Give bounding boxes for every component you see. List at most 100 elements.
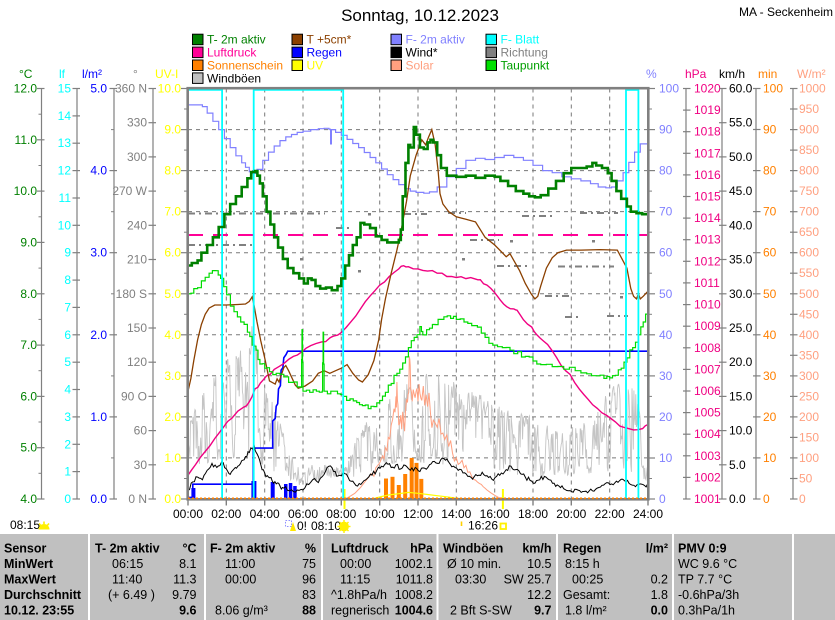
svg-text:2.0: 2.0 — [90, 328, 107, 342]
svg-text:300: 300 — [799, 369, 819, 383]
svg-text:88: 88 — [302, 604, 316, 618]
svg-text:6.0: 6.0 — [164, 246, 181, 260]
svg-text:1004: 1004 — [694, 427, 721, 441]
svg-text:11.3: 11.3 — [173, 573, 196, 587]
svg-text:11:15: 11:15 — [340, 573, 370, 587]
svg-text:km/h: km/h — [522, 542, 551, 556]
svg-text:900: 900 — [799, 123, 819, 137]
svg-text:600: 600 — [799, 246, 819, 260]
svg-text:75: 75 — [302, 557, 316, 571]
svg-text:0.2: 0.2 — [651, 573, 668, 587]
svg-text:10.0: 10.0 — [14, 184, 38, 198]
svg-text:1018: 1018 — [694, 125, 721, 139]
svg-text:100: 100 — [763, 82, 783, 96]
svg-text:08:10: 08:10 — [311, 519, 341, 533]
svg-text:70: 70 — [763, 205, 777, 219]
svg-text:9.79: 9.79 — [172, 588, 196, 602]
svg-text:1005: 1005 — [694, 406, 721, 420]
svg-text:F- 2m aktiv: F- 2m aktiv — [406, 33, 465, 47]
svg-text:10.12. 23:55: 10.12. 23:55 — [4, 604, 74, 618]
svg-text:8:15 h: 8:15 h — [565, 557, 600, 571]
svg-text:0.0: 0.0 — [729, 492, 746, 506]
svg-text:25.0: 25.0 — [729, 321, 753, 335]
svg-text:Regen: Regen — [307, 46, 342, 60]
svg-text:°C: °C — [19, 67, 33, 81]
svg-text:150: 150 — [127, 321, 147, 335]
svg-text:250: 250 — [799, 389, 819, 403]
svg-text:%: % — [646, 67, 657, 81]
svg-text:min: min — [758, 67, 777, 81]
svg-text:20:00: 20:00 — [556, 507, 586, 521]
svg-text:9.6: 9.6 — [179, 604, 196, 618]
svg-text:5.0: 5.0 — [20, 441, 37, 455]
svg-text:11: 11 — [59, 191, 72, 205]
svg-text:1000: 1000 — [799, 82, 826, 96]
svg-text:Ø 10 min.: Ø 10 min. — [447, 557, 501, 571]
svg-text:Wind*: Wind* — [406, 46, 438, 60]
svg-text:120: 120 — [127, 355, 147, 369]
svg-text:90 O: 90 O — [121, 389, 147, 403]
svg-text:T- 2m aktiv: T- 2m aktiv — [207, 33, 266, 47]
svg-text:1007: 1007 — [694, 362, 721, 376]
svg-text:1013: 1013 — [694, 233, 721, 247]
svg-text:0.3hPa/1h: 0.3hPa/1h — [678, 604, 735, 618]
svg-text:70: 70 — [659, 205, 673, 219]
svg-text:8: 8 — [64, 273, 71, 287]
svg-text:60: 60 — [659, 246, 673, 260]
svg-text:MinWert: MinWert — [4, 557, 54, 571]
svg-text:-0.6hPa/3h: -0.6hPa/3h — [678, 588, 739, 602]
svg-text:^1.8hPa/h: ^1.8hPa/h — [331, 588, 387, 602]
svg-text:Sonnenschein: Sonnenschein — [207, 59, 283, 73]
svg-text:0.0: 0.0 — [164, 492, 181, 506]
svg-text:0 N: 0 N — [128, 492, 147, 506]
svg-text:4.0: 4.0 — [90, 164, 107, 178]
svg-text:TP 7.7 °C: TP 7.7 °C — [678, 573, 732, 587]
svg-text:T- 2m aktiv: T- 2m aktiv — [95, 542, 160, 556]
svg-text:10:00: 10:00 — [365, 507, 395, 521]
svg-text:14:00: 14:00 — [441, 507, 471, 521]
svg-text:20: 20 — [659, 410, 673, 424]
svg-text:200: 200 — [799, 410, 819, 424]
svg-text:F- Blatt: F- Blatt — [501, 33, 540, 47]
svg-text:8.0: 8.0 — [20, 287, 37, 301]
svg-text:l/m²: l/m² — [646, 542, 668, 556]
svg-text:Luftdruck: Luftdruck — [207, 46, 257, 60]
svg-text:W/m²: W/m² — [797, 67, 826, 81]
svg-text:1.0: 1.0 — [164, 451, 181, 465]
svg-text:45.0: 45.0 — [729, 184, 753, 198]
svg-text:l/m²: l/m² — [82, 67, 102, 81]
svg-text:1012: 1012 — [694, 254, 721, 268]
svg-text:Windböen: Windböen — [443, 542, 503, 556]
svg-text:10: 10 — [763, 451, 777, 465]
svg-text:Sensor: Sensor — [4, 542, 47, 556]
svg-text:15.0: 15.0 — [729, 389, 753, 403]
svg-text:3.0: 3.0 — [164, 369, 181, 383]
svg-text:10: 10 — [58, 218, 72, 232]
svg-text:9: 9 — [64, 246, 71, 260]
svg-text:1: 1 — [64, 465, 71, 479]
svg-text:03:30: 03:30 — [455, 573, 486, 587]
svg-text:5.0: 5.0 — [164, 287, 181, 301]
svg-text:4.0: 4.0 — [20, 492, 37, 506]
svg-text:15: 15 — [58, 82, 72, 96]
svg-text:60.0: 60.0 — [729, 82, 753, 96]
svg-text:550: 550 — [799, 266, 819, 280]
svg-text:7: 7 — [64, 300, 71, 314]
svg-text:30: 30 — [659, 369, 673, 383]
svg-text:5.0: 5.0 — [729, 458, 746, 472]
svg-text:0: 0 — [659, 492, 666, 506]
svg-text:350: 350 — [799, 348, 819, 362]
svg-text:0: 0 — [64, 492, 71, 506]
svg-text:0.0: 0.0 — [90, 492, 107, 506]
svg-text:1006: 1006 — [694, 384, 721, 398]
svg-text:Luftdruck: Luftdruck — [331, 542, 389, 556]
svg-text:12:00: 12:00 — [403, 507, 433, 521]
svg-text:Richtung: Richtung — [501, 46, 548, 60]
svg-text:950: 950 — [799, 102, 819, 116]
svg-text:5.0: 5.0 — [90, 82, 107, 96]
svg-text:12: 12 — [58, 164, 72, 178]
svg-text:1010: 1010 — [694, 298, 721, 312]
svg-text:T +5cm*: T +5cm* — [307, 33, 352, 47]
svg-text:1002.1: 1002.1 — [395, 557, 433, 571]
svg-text:1011.8: 1011.8 — [396, 573, 433, 587]
